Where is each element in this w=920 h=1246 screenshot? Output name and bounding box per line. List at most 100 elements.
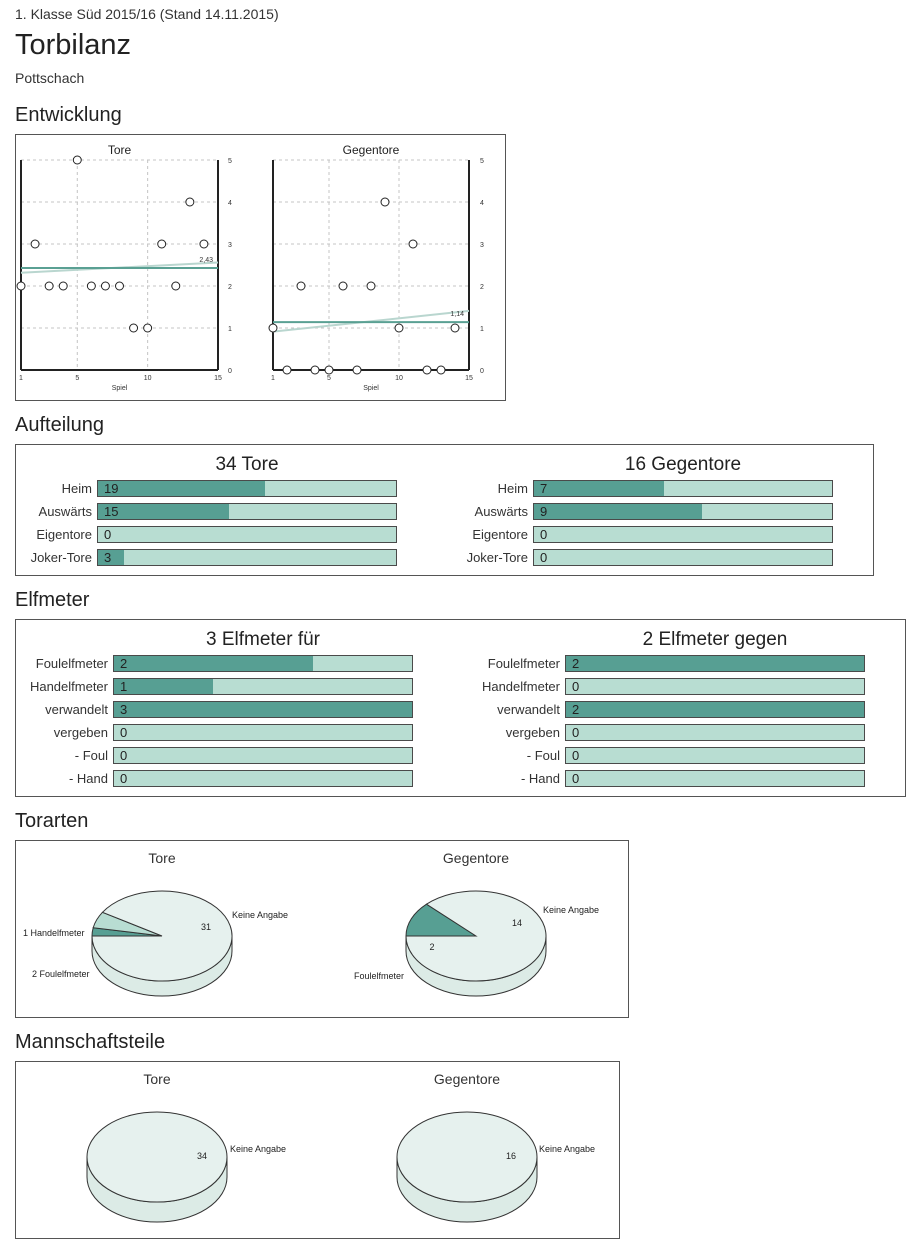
data-point — [310, 365, 320, 375]
bar-value-label: 0 — [104, 527, 112, 542]
y-tick-label: 2 — [480, 284, 484, 291]
bar-value-label: 0 — [572, 725, 580, 740]
bar-value-label: 19 — [104, 481, 119, 496]
bar-fill — [98, 481, 265, 496]
data-point — [450, 323, 460, 333]
data-point — [16, 281, 26, 291]
bar-value-label: 0 — [572, 771, 580, 786]
bar-track: 2 — [565, 655, 865, 672]
data-point — [366, 281, 376, 291]
pie-slice-label: 2 Foulelfmeter — [32, 969, 90, 979]
pie-slice — [86, 1111, 228, 1203]
y-tick-label: 0 — [228, 368, 232, 375]
data-point — [171, 281, 181, 291]
bar-fill — [98, 550, 125, 565]
bar-track: 3 — [97, 549, 397, 566]
y-tick-label: 3 — [480, 242, 484, 249]
bar-category-label: Foulelfmeter — [487, 656, 560, 671]
y-tick-label: 5 — [228, 158, 232, 165]
bar-fill — [566, 656, 864, 671]
bar-value-label: 9 — [540, 504, 548, 519]
x-tick-label: 5 — [75, 375, 79, 382]
bar-category-label: verwandelt — [45, 702, 108, 717]
bar-category-label: Joker-Tore — [466, 550, 528, 565]
data-point — [324, 365, 334, 375]
bar-fill — [566, 702, 864, 717]
bar-category-label: Joker-Tore — [30, 550, 92, 565]
chart-title: Tore — [108, 143, 132, 157]
data-point — [100, 281, 110, 291]
bar-value-label: 0 — [540, 550, 548, 565]
x-axis-label: Spiel — [112, 385, 128, 392]
x-tick-label: 10 — [144, 375, 152, 382]
bar-category-label: Eigentore — [36, 527, 92, 542]
pie-title: Gegentore — [443, 850, 509, 866]
bar-fill — [114, 656, 313, 671]
data-point — [268, 323, 278, 333]
bar-track: 2 — [113, 655, 413, 672]
bar-track: 19 — [97, 480, 397, 497]
data-point — [115, 281, 124, 291]
data-point — [282, 365, 292, 375]
average-label: 1,14 — [450, 311, 464, 318]
bar-track: 0 — [565, 678, 865, 695]
bar-category-label: - Hand — [68, 771, 108, 786]
bar-value-label: 0 — [572, 679, 580, 694]
section-title-entwicklung: Entwicklung — [15, 104, 122, 126]
bar-value-label: 3 — [104, 550, 112, 565]
pie-title: Gegentore — [434, 1071, 500, 1087]
bar-chart-title: 2 Elfmeter gegen — [642, 629, 788, 650]
pie-slice — [405, 890, 547, 982]
bar-category-label: - Foul — [526, 748, 560, 763]
bar-track: 0 — [565, 747, 865, 764]
pie-slice-label: Keine Angabe — [539, 1144, 595, 1154]
bar-category-label: vergeben — [53, 725, 108, 740]
bar-value-label: 0 — [120, 725, 128, 740]
bar-category-label: Heim — [497, 481, 528, 496]
bar-category-label: verwandelt — [497, 702, 560, 717]
pie-mann-tore: Tore Keine Angabe 34 — [86, 1071, 286, 1223]
pie-title: Tore — [143, 1071, 170, 1087]
pie-value-label: 14 — [512, 918, 522, 928]
data-point — [44, 281, 54, 291]
data-point — [422, 365, 432, 375]
bar-track: 0 — [533, 549, 833, 566]
bar-category-label: Auswärts — [38, 504, 92, 519]
y-tick-label: 1 — [228, 326, 232, 333]
bar-value-label: 2 — [572, 702, 580, 717]
y-tick-label: 5 — [480, 158, 484, 165]
pie-value-label: 16 — [506, 1151, 516, 1161]
data-point — [185, 197, 195, 207]
data-point — [30, 239, 40, 249]
data-point — [86, 281, 96, 291]
entwicklung-box: Tore 0 1 2 3 4 5 1 5 10 15 Spiel 2,43 Gegentore 0 1 2 3 4 5… — [15, 134, 506, 401]
pie-slice-label: Keine Angabe — [230, 1144, 286, 1154]
pie-torarten-tore: Tore Keine Angabe 31 1 Handelfmeter 2 Foulel… — [23, 850, 288, 997]
bar-value-label: 2 — [120, 656, 128, 671]
pie-value-label: 2 — [429, 942, 434, 952]
x-tick-label: 15 — [465, 375, 473, 382]
bar-category-label: Handelfmeter — [481, 679, 560, 694]
pie-value-label: 31 — [201, 922, 211, 932]
bar-track: 0 — [565, 724, 865, 741]
page-title: Torbilanz — [15, 29, 132, 61]
aufteilung-box: 34 Tore Heim 19 Auswärts 15 Eigentore 0 Joker-T… — [15, 444, 874, 576]
chart-title: Gegentore — [343, 143, 400, 157]
pie-mann-gegentore: Gegentore Keine Angabe 16 — [396, 1071, 595, 1223]
x-tick-label: 1 — [19, 375, 23, 382]
section-title-torarten: Torarten — [15, 810, 89, 832]
bar-value-label: 3 — [120, 702, 128, 717]
bar-track: 7 — [533, 480, 833, 497]
y-tick-label: 2 — [228, 284, 232, 291]
pie-value-label: 34 — [197, 1151, 207, 1161]
bar-fill — [114, 702, 412, 717]
data-point — [394, 323, 404, 333]
pie-title: Tore — [148, 850, 175, 866]
pie-slice — [396, 1111, 538, 1203]
data-point — [58, 281, 68, 291]
data-point — [157, 239, 167, 249]
bar-track: 0 — [565, 770, 865, 787]
bar-track: 0 — [113, 747, 413, 764]
